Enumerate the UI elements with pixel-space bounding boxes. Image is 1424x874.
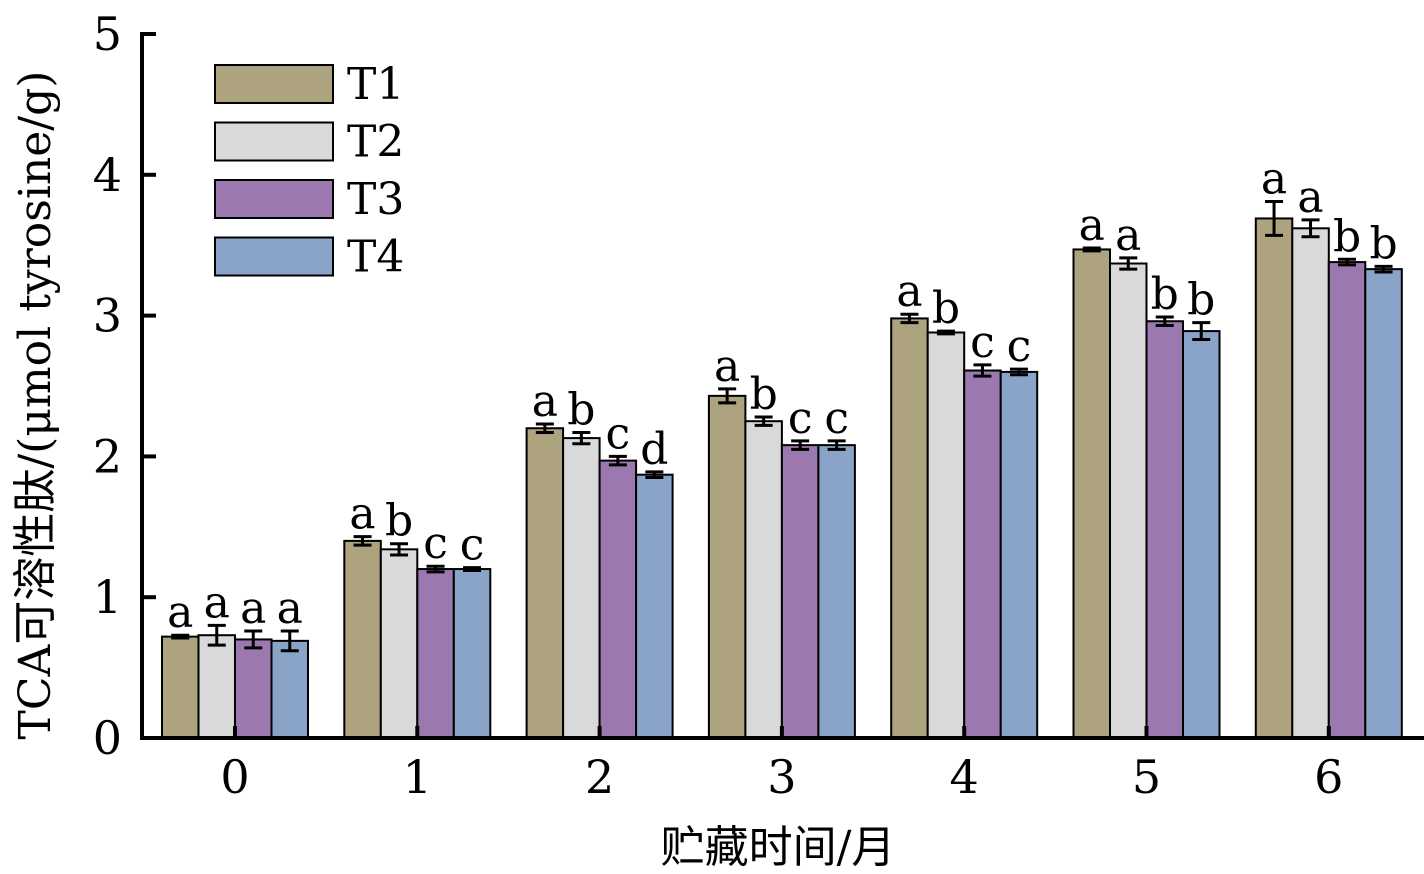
bar [1327,261,1367,739]
bar [379,548,419,739]
legend-label: T2 [347,117,404,168]
bar [707,394,747,739]
significance-label: c [423,518,448,569]
y-tick-label: 1 [93,570,122,624]
significance-label: b [750,369,778,420]
significance-label: b [1333,211,1361,262]
bar [343,539,382,739]
x-tick-label: 1 [403,750,432,804]
significance-label: a [204,577,230,628]
y-axis-title: TCA可溶性肽/(μmol tyrosine/g) [10,71,61,740]
bar [452,568,492,739]
bar [635,473,674,739]
bar [598,459,638,739]
significance-label: a [1261,154,1287,205]
legend-swatch [214,121,334,162]
bar [780,444,820,739]
y-tick-label: 3 [93,289,122,343]
significance-label: c [788,393,813,444]
bar [1364,268,1403,739]
x-tick-label: 0 [220,750,249,804]
bar [1182,330,1221,739]
significance-label: a [896,266,922,317]
significance-label: b [932,283,960,334]
bar [416,568,455,739]
significance-label: d [640,424,668,475]
legend-label: T4 [347,232,404,283]
y-tick-label: 5 [93,7,122,61]
x-tick-label: 6 [1314,750,1343,804]
significance-label: c [460,520,485,571]
significance-label: c [824,393,849,444]
x-tick-label: 3 [767,750,796,804]
legend: T1 T2 T3 T4 [214,59,404,283]
legend-swatch [214,236,334,277]
significance-label: c [606,408,631,459]
bar [890,317,929,739]
significance-labels-layer: a a a aa b c ca b c dab c ca bc ca ab ba ab b [167,154,1398,639]
significance-label: a [532,376,558,427]
significance-label: a [167,587,193,638]
significance-label: a [349,489,375,540]
significance-label: c [1007,321,1032,372]
bar [744,420,783,739]
bar [1109,262,1148,739]
bar [1254,217,1294,739]
bar [1291,227,1330,740]
bar [270,639,309,740]
significance-label: a [240,583,266,634]
bar [926,331,966,739]
bar [999,370,1039,739]
bar [963,369,1002,739]
axes: 0 1 2 3 4 5 0 1 2 3 4 5 6 [93,7,1424,804]
bar [1072,248,1111,739]
y-tick-label: 2 [93,429,122,483]
significance-label: b [1369,218,1397,269]
legend-label: T1 [347,59,404,110]
y-tick-label: 4 [93,148,122,202]
legend-swatch [214,179,334,219]
x-tick-label: 2 [585,750,614,804]
bar [161,635,200,740]
bar [1145,320,1184,739]
legend-label: T3 [347,174,404,225]
significance-label: b [1151,269,1179,320]
significance-label: b [567,384,595,435]
y-tick-label: 0 [93,711,122,765]
significance-label: a [1079,200,1105,251]
x-tick-label: 5 [1132,750,1161,804]
significance-label: a [277,583,303,634]
x-tick-label: 4 [950,750,979,804]
significance-label: b [385,496,413,547]
x-axis-title: 贮藏时间/月 [661,822,896,873]
significance-label: a [714,341,740,392]
significance-label: a [1297,172,1323,223]
significance-label: a [1115,210,1141,261]
bar [234,638,273,739]
bar [817,444,856,739]
bar [197,634,236,739]
bar [562,437,601,739]
bar [525,427,565,739]
error-bars-layer [171,200,1393,653]
significance-label: b [1187,275,1215,326]
significance-label: c [970,317,995,368]
bars-layer [161,217,1403,740]
legend-swatch [214,64,334,104]
